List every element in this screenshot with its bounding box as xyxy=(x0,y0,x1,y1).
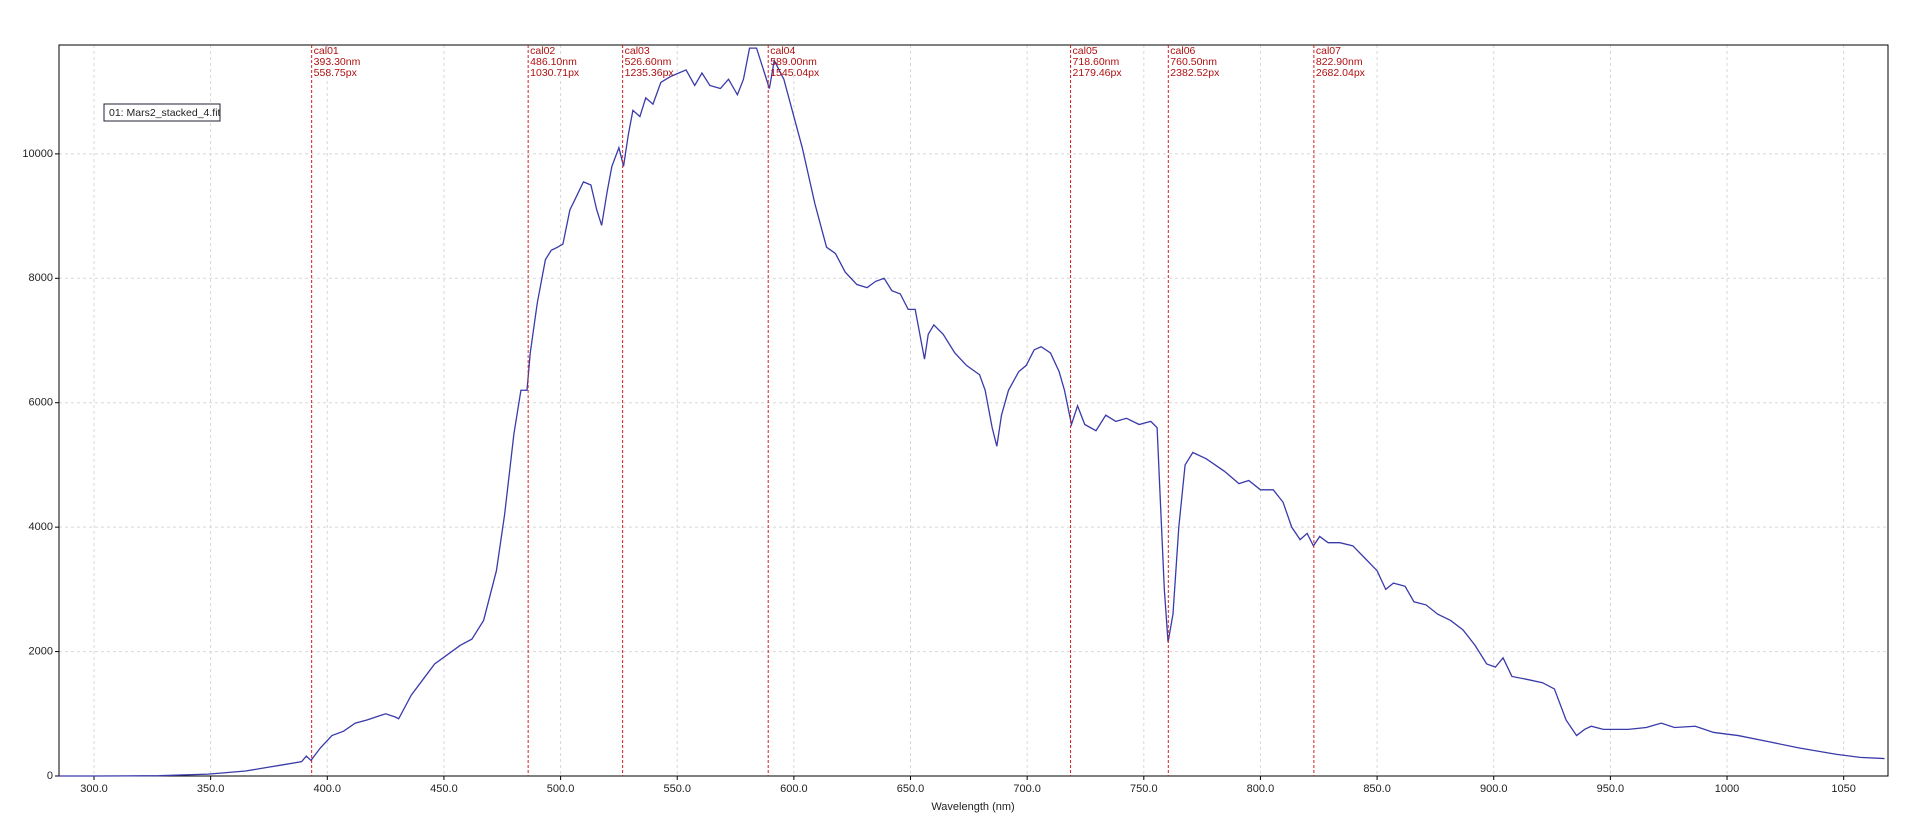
x-tick-label: 900.0 xyxy=(1480,783,1508,795)
marker-pixel: 2682.04px xyxy=(1316,67,1366,79)
marker-name: cal05 xyxy=(1073,45,1098,57)
x-tick-label: 700.0 xyxy=(1013,783,1041,795)
x-tick-label: 950.0 xyxy=(1597,783,1625,795)
x-tick-label: 500.0 xyxy=(547,783,575,795)
x-tick-label: 550.0 xyxy=(663,783,691,795)
marker-pixel: 2382.52px xyxy=(1170,67,1220,79)
y-tick-label: 6000 xyxy=(29,397,53,409)
spectrum-line xyxy=(59,47,1885,777)
marker-name: cal02 xyxy=(530,45,555,57)
marker-wavelength: 718.60nm xyxy=(1073,56,1120,68)
legend-box xyxy=(103,103,221,122)
y-tick-label: 2000 xyxy=(29,645,53,657)
x-tick-label: 800.0 xyxy=(1247,783,1275,795)
marker-name: cal04 xyxy=(770,45,795,57)
x-tick-label: 650.0 xyxy=(897,783,925,795)
y-tick-label: 8000 xyxy=(29,272,53,284)
y-tick-label: 10000 xyxy=(22,148,53,160)
y-tick-label: 4000 xyxy=(29,521,53,533)
legend-entry: 01: Mars2_stacked_4.fit xyxy=(109,107,221,119)
marker-wavelength: 486.10nm xyxy=(530,56,577,68)
marker-pixel: 1545.04px xyxy=(770,67,820,79)
marker-name: cal07 xyxy=(1316,45,1341,57)
x-tick-label: 450.0 xyxy=(430,783,458,795)
marker-wavelength: 760.50nm xyxy=(1170,56,1217,68)
x-axis-label: Wavelength (nm) xyxy=(931,801,1014,813)
marker-wavelength: 589.00nm xyxy=(770,56,817,68)
marker-wavelength: 526.60nm xyxy=(625,56,672,68)
marker-wavelength: 822.90nm xyxy=(1316,56,1363,68)
marker-pixel: 558.75px xyxy=(314,67,358,79)
x-tick-label: 750.0 xyxy=(1130,783,1158,795)
plot-frame xyxy=(58,44,1889,777)
legend: 01: Mars2_stacked_4.fit xyxy=(103,103,221,122)
x-tick-label: 850.0 xyxy=(1363,783,1391,795)
marker-name: cal06 xyxy=(1170,45,1195,57)
marker-name: cal03 xyxy=(625,45,650,57)
marker-pixel: 2179.46px xyxy=(1073,67,1123,79)
x-tick-label: 1000 xyxy=(1715,783,1739,795)
marker-wavelength: 393.30nm xyxy=(314,56,361,68)
x-tick-label: 1050 xyxy=(1831,783,1855,795)
grid xyxy=(59,45,1888,777)
y-tick-label: 0 xyxy=(47,770,53,782)
x-tick-label: 300.0 xyxy=(80,783,108,795)
x-tick-label: 400.0 xyxy=(314,783,342,795)
marker-pixel: 1030.71px xyxy=(530,67,580,79)
x-tick-label: 600.0 xyxy=(780,783,808,795)
marker-pixel: 1235.36px xyxy=(625,67,675,79)
marker-name: cal01 xyxy=(314,45,339,57)
x-tick-label: 350.0 xyxy=(197,783,225,795)
